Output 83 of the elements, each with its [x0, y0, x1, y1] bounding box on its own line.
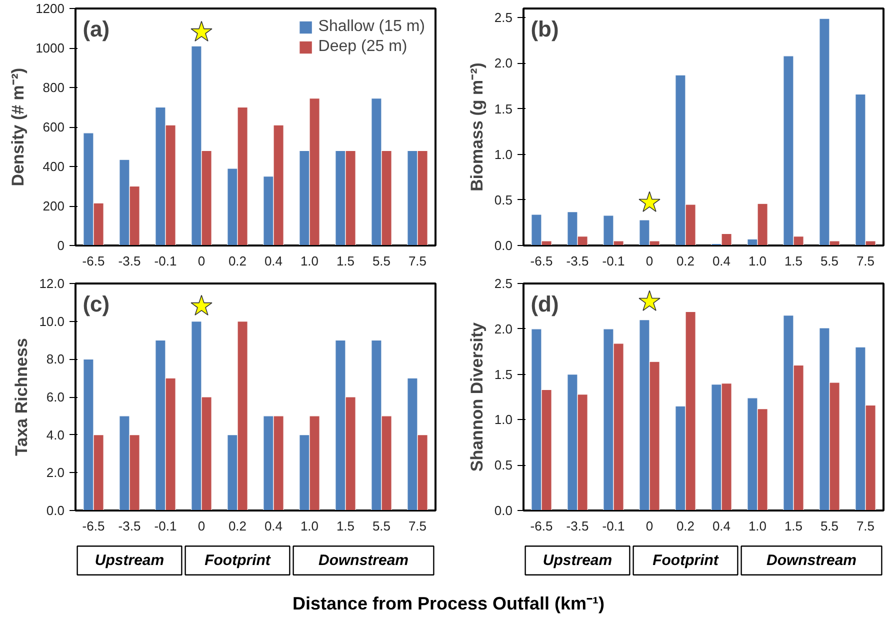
- y-tick-label: 600: [42, 120, 65, 134]
- x-tick-label: 5.5: [820, 518, 839, 534]
- x-tick-label: 5.5: [372, 518, 391, 534]
- y-tick-label: 0.5: [494, 458, 513, 473]
- y-tick-label: 0.5: [494, 192, 513, 208]
- y-tick-label: 2.0: [494, 321, 513, 336]
- text: Footprint: [652, 552, 720, 569]
- x-tick-label: -6.5: [82, 254, 105, 268]
- x-tick-label: -0.1: [154, 518, 177, 534]
- x-tick-label: 1.0: [300, 518, 319, 534]
- y-tick-label: 1.5: [494, 101, 513, 116]
- x-tick-label: 1.0: [748, 518, 767, 534]
- y-tick-label: 2.0: [494, 56, 513, 71]
- x-tick-label: -0.1: [154, 254, 177, 268]
- x-tick-label: 7.5: [856, 518, 875, 534]
- y-tick-label: 2.5: [494, 10, 513, 26]
- y-tick-label: 8.0: [46, 352, 65, 367]
- legend-label: Shallow (15 m): [318, 18, 425, 36]
- x-tick-label: 1.0: [748, 254, 767, 268]
- x-tick-label: 1.5: [784, 518, 803, 534]
- x-axis-title: Distance from Process Outfall (km⁻¹): [292, 594, 605, 614]
- x-tick-label: -3.5: [118, 518, 141, 534]
- x-tick-label: 0: [198, 518, 206, 534]
- y-tick-label: 200: [42, 198, 65, 214]
- text: Footprint: [204, 552, 272, 569]
- legend-label: Deep (25 m): [318, 38, 408, 56]
- y-axis-title: Biomass (g m⁻²): [467, 62, 486, 192]
- text: Downstream: [766, 552, 857, 569]
- y-tick-label: 1200: [36, 1, 64, 16]
- x-tick-label: 0.4: [264, 254, 283, 268]
- x-tick-label: 0: [646, 254, 654, 268]
- text: Upstream: [94, 552, 164, 569]
- x-tick-label: -3.5: [566, 254, 589, 268]
- x-tick-label: 0.4: [264, 518, 283, 534]
- y-tick-label: 10.0: [39, 314, 65, 329]
- annotation: (c): [82, 292, 110, 316]
- x-tick-label: 7.5: [408, 518, 427, 534]
- y-tick-label: 0: [57, 238, 65, 253]
- x-tick-label: 0.2: [676, 518, 695, 534]
- x-tick-label: -6.5: [82, 518, 105, 534]
- y-tick-label: 4.0: [46, 427, 65, 442]
- y-tick-label: 1.0: [494, 146, 513, 162]
- y-tick-label: 1000: [36, 40, 64, 56]
- y-tick-label: 2.5: [494, 276, 513, 291]
- x-tick-label: 0: [646, 518, 654, 534]
- y-tick-label: 400: [42, 159, 65, 174]
- x-tick-label: -0.1: [602, 254, 625, 268]
- text: Downstream: [318, 552, 409, 569]
- y-tick-label: 0.0: [46, 503, 65, 518]
- x-tick-label: 0: [198, 254, 206, 268]
- annotation: (d): [530, 292, 559, 316]
- y-tick-label: 0.0: [494, 503, 513, 518]
- x-tick-label: 5.5: [372, 254, 391, 268]
- y-axis-title: Shannon Diversity: [467, 322, 486, 472]
- annotation: (a): [82, 16, 110, 42]
- x-tick-label: 0.2: [228, 254, 247, 268]
- x-tick-label: 1.5: [336, 254, 355, 268]
- y-tick-label: 1.0: [494, 412, 513, 428]
- annotation: (b): [530, 16, 559, 42]
- x-tick-label: -3.5: [566, 518, 589, 534]
- y-tick-label: 12.0: [39, 276, 65, 291]
- x-tick-label: 1.0: [300, 254, 319, 268]
- x-tick-label: 7.5: [856, 254, 875, 268]
- y-tick-label: 2.0: [46, 465, 65, 480]
- x-tick-label: 1.5: [336, 518, 355, 534]
- x-tick-label: -6.5: [530, 518, 553, 534]
- x-tick-label: 0.2: [676, 254, 695, 268]
- x-tick-label: 5.5: [820, 254, 839, 268]
- y-tick-label: 0.0: [494, 238, 513, 253]
- x-tick-label: 0.4: [712, 518, 731, 534]
- x-tick-label: -0.1: [602, 518, 625, 534]
- x-tick-label: -3.5: [118, 254, 141, 268]
- x-tick-label: 1.5: [784, 254, 803, 268]
- x-tick-label: -6.5: [530, 254, 553, 268]
- x-tick-label: 0.4: [712, 254, 731, 268]
- x-tick-label: 0.2: [228, 518, 247, 534]
- y-axis-title: Density (# m⁻²): [8, 68, 28, 186]
- y-tick-label: 1.5: [494, 366, 513, 382]
- y-tick-label: 6.0: [46, 390, 65, 404]
- y-axis-title: Taxa Richness: [12, 338, 32, 456]
- y-tick-label: 800: [42, 80, 65, 95]
- x-tick-label: 7.5: [408, 254, 427, 268]
- text: Upstream: [542, 552, 612, 569]
